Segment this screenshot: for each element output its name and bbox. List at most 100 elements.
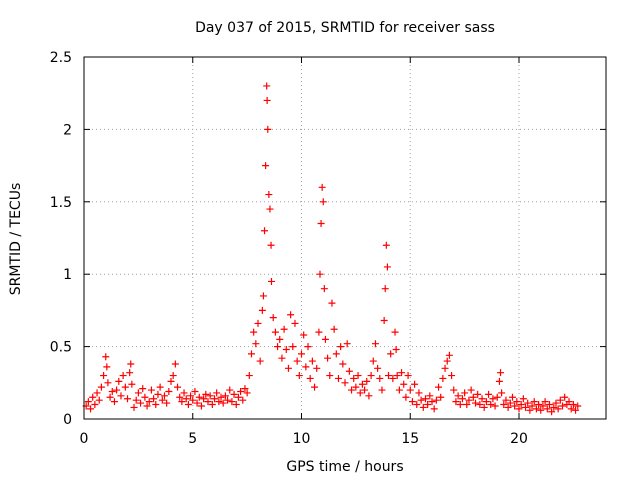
data-point <box>100 372 108 380</box>
data-point <box>539 402 547 410</box>
data-point <box>213 389 221 397</box>
data-point <box>287 311 295 319</box>
data-point <box>262 162 270 170</box>
data-point <box>332 350 340 358</box>
data-point <box>537 406 545 414</box>
data-point <box>406 386 414 394</box>
data-point <box>317 220 325 228</box>
data-point <box>504 403 512 411</box>
data-point <box>316 270 324 278</box>
data-point <box>298 350 305 358</box>
data-point <box>392 345 400 353</box>
data-point <box>204 398 212 406</box>
data-point <box>163 399 171 407</box>
data-point <box>337 343 345 351</box>
data-point <box>559 402 566 410</box>
data-point <box>280 325 288 333</box>
data-point <box>127 360 135 368</box>
y-axis-label: SRMTID / TECUs <box>8 183 24 296</box>
data-point <box>378 386 386 394</box>
data-point <box>326 372 334 380</box>
data-point <box>363 377 371 385</box>
data-point <box>167 377 175 385</box>
data-point <box>371 340 379 348</box>
data-point <box>124 395 131 403</box>
data-point <box>259 292 267 300</box>
data-point <box>315 328 323 336</box>
data-point <box>476 401 484 409</box>
data-point <box>302 363 310 371</box>
data-point <box>254 319 262 327</box>
data-point <box>295 372 303 380</box>
data-point <box>274 343 282 351</box>
data-point <box>256 357 264 365</box>
data-point <box>365 392 373 400</box>
data-point <box>398 369 406 377</box>
data-point <box>485 390 493 398</box>
data-point <box>417 396 425 404</box>
data-point <box>308 357 316 365</box>
data-point <box>171 360 179 368</box>
data-point <box>493 393 501 401</box>
data-point <box>104 379 112 387</box>
data-point <box>530 398 538 406</box>
data-point <box>443 357 451 365</box>
data-point <box>545 401 553 409</box>
data-point <box>141 393 149 401</box>
data-point <box>228 398 236 406</box>
data-point <box>461 389 469 397</box>
data-point <box>367 372 375 380</box>
data-point <box>543 405 551 413</box>
y-tick-label: 1 <box>63 267 72 283</box>
data-point <box>522 403 530 411</box>
data-point <box>224 396 232 404</box>
data-point <box>106 393 114 401</box>
data-point <box>264 125 272 133</box>
data-point <box>265 191 273 199</box>
data-point <box>241 385 249 393</box>
data-point <box>382 241 390 249</box>
data-point <box>478 395 486 403</box>
data-point <box>374 364 382 372</box>
data-point <box>482 398 490 406</box>
data-point <box>474 390 482 398</box>
data-point <box>291 319 299 327</box>
data-point <box>239 396 247 404</box>
x-tick-label: 10 <box>293 431 311 447</box>
data-point <box>191 387 199 395</box>
data-point <box>103 363 111 371</box>
data-point <box>554 405 562 413</box>
data-point <box>569 401 577 409</box>
data-point <box>126 369 134 377</box>
data-point <box>318 183 326 191</box>
data-point <box>380 317 388 325</box>
data-point <box>395 386 403 394</box>
data-point <box>269 314 277 322</box>
data-point <box>261 227 269 235</box>
data-point <box>369 357 377 365</box>
data-point <box>195 393 203 401</box>
data-point <box>356 389 364 397</box>
data-point <box>489 395 497 403</box>
data-point <box>139 385 147 393</box>
data-point <box>202 390 210 398</box>
data-point <box>267 277 275 285</box>
data-point <box>400 380 408 388</box>
x-tick-label: 5 <box>188 431 197 447</box>
data-point <box>134 389 142 397</box>
data-point <box>267 241 275 249</box>
data-point <box>424 401 432 409</box>
data-point <box>383 263 391 271</box>
x-tick-label: 15 <box>401 431 419 447</box>
data-point <box>517 401 525 409</box>
data-point <box>404 372 412 380</box>
data-points <box>82 82 582 416</box>
data-point <box>300 331 308 339</box>
x-tick-label: 20 <box>510 431 528 447</box>
data-point <box>348 386 356 394</box>
data-point <box>263 82 271 90</box>
data-point <box>524 399 532 407</box>
data-point <box>206 392 214 400</box>
data-point <box>535 401 543 409</box>
